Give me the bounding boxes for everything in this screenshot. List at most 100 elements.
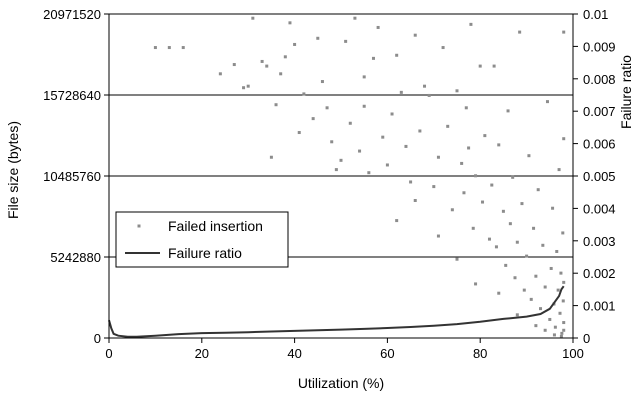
scatter-point: [506, 109, 510, 113]
y2-tick-label: 0.007: [583, 104, 616, 119]
scatter-point: [515, 313, 519, 317]
scatter-point: [409, 180, 413, 184]
scatter-point: [539, 307, 543, 311]
scatter-point: [534, 324, 538, 328]
scatter-point: [242, 86, 246, 90]
scatter-point: [504, 263, 508, 267]
scatter-point: [513, 276, 517, 280]
scatter-point: [436, 234, 440, 238]
scatter-point: [561, 299, 565, 303]
scatter-point: [525, 254, 529, 258]
y2-tick-label: 0: [583, 331, 590, 346]
scatter-point: [545, 100, 549, 104]
x-tick-label: 80: [473, 346, 487, 361]
y2-tick-label: 0.004: [583, 201, 616, 216]
x-tick-label: 0: [105, 346, 112, 361]
y-tick-label: 15728640: [43, 88, 101, 103]
scatter-point: [478, 64, 482, 68]
scatter-point: [511, 175, 515, 179]
legend: Failed insertion Failure ratio: [115, 211, 289, 268]
scatter-point: [559, 271, 563, 275]
scatter-point: [381, 135, 385, 139]
y2-tick-labels: 0 0.001 0.002 0.003 0.004 0.005 0.006 0.007 0.00…: [573, 7, 616, 346]
scatter-point: [551, 206, 555, 210]
scatter-point: [492, 64, 496, 68]
scatter-point: [279, 72, 283, 76]
y2-tick-label: 0.006: [583, 137, 616, 152]
scatter-series-failed-insertion: [153, 16, 566, 338]
scatter-point: [462, 191, 466, 195]
legend-label-scatter: Failed insertion: [168, 218, 263, 234]
y2-tick-label: 0.002: [583, 266, 616, 281]
legend-box: [115, 211, 289, 268]
scatter-point: [534, 274, 538, 278]
scatter-point: [260, 59, 264, 63]
scatter-point: [559, 334, 563, 338]
scatter-point: [404, 144, 408, 148]
scatter-point: [562, 30, 566, 34]
y-tick-label: 10485760: [43, 169, 101, 184]
x-tick-label: 40: [287, 346, 301, 361]
scatter-point: [552, 333, 556, 337]
scatter-point: [330, 140, 334, 144]
scatter-point: [293, 42, 297, 46]
scatter-point: [311, 117, 315, 121]
scatter-point: [529, 297, 533, 301]
scatter-point: [274, 103, 278, 107]
scatter-point: [557, 168, 561, 172]
line-series-failure-ratio: [108, 285, 565, 338]
x-axis-title: Utilization (%): [298, 375, 384, 391]
scatter-point: [436, 155, 440, 159]
scatter-point: [399, 90, 403, 94]
y2-tick-label: 0.008: [583, 72, 616, 87]
scatter-point: [467, 146, 471, 150]
y2-tick-label: 0.009: [583, 39, 616, 54]
scatter-point: [455, 257, 459, 261]
y-tick-label: 20971520: [43, 7, 101, 22]
scatter-point: [339, 158, 343, 162]
legend-label-line: Failure ratio: [168, 245, 242, 261]
scatter-point: [395, 219, 399, 223]
scatter-point: [483, 134, 487, 138]
scatter-point: [560, 331, 564, 335]
scatter-point: [325, 106, 329, 110]
scatter-point: [395, 53, 399, 57]
scatter-point: [288, 21, 292, 25]
scatter-point: [418, 129, 422, 133]
scatter-point: [494, 245, 498, 249]
y2-tick-label: 0.003: [583, 234, 616, 249]
x-tick-label: 100: [562, 346, 584, 361]
gridlines: [109, 13, 573, 339]
scatter-point: [536, 188, 540, 192]
scatter-point: [553, 325, 557, 329]
scatter-point: [423, 84, 427, 88]
scatter-point: [334, 168, 338, 172]
scatter-point: [527, 154, 531, 158]
y-tick-labels: 0 5242880 10485760 15728640 20971520: [43, 7, 109, 346]
scatter-point: [390, 112, 394, 116]
scatter-point: [371, 56, 375, 60]
scatter-point: [450, 208, 454, 212]
scatter-point: [320, 80, 324, 84]
scatter-point: [474, 174, 478, 178]
scatter-point: [348, 121, 352, 125]
scatter-point: [269, 155, 273, 159]
y2-axis-title: Failure ratio: [618, 55, 634, 129]
scatter-point: [469, 22, 473, 26]
scatter-point: [455, 89, 459, 93]
y2-tick-label: 0.001: [583, 299, 616, 314]
scatter-point: [558, 311, 562, 315]
scatter-point: [167, 46, 171, 50]
scatter-point: [518, 30, 522, 34]
scatter-point: [265, 64, 269, 68]
y2-tick-label: 0.005: [583, 169, 616, 184]
scatter-point: [474, 282, 478, 286]
scatter-point: [522, 288, 526, 292]
scatter-point: [302, 92, 306, 96]
scatter-point: [218, 72, 222, 76]
scatter-point: [532, 226, 536, 230]
scatter-point: [358, 149, 362, 153]
scatter-point: [548, 317, 552, 321]
scatter-point: [353, 16, 357, 20]
